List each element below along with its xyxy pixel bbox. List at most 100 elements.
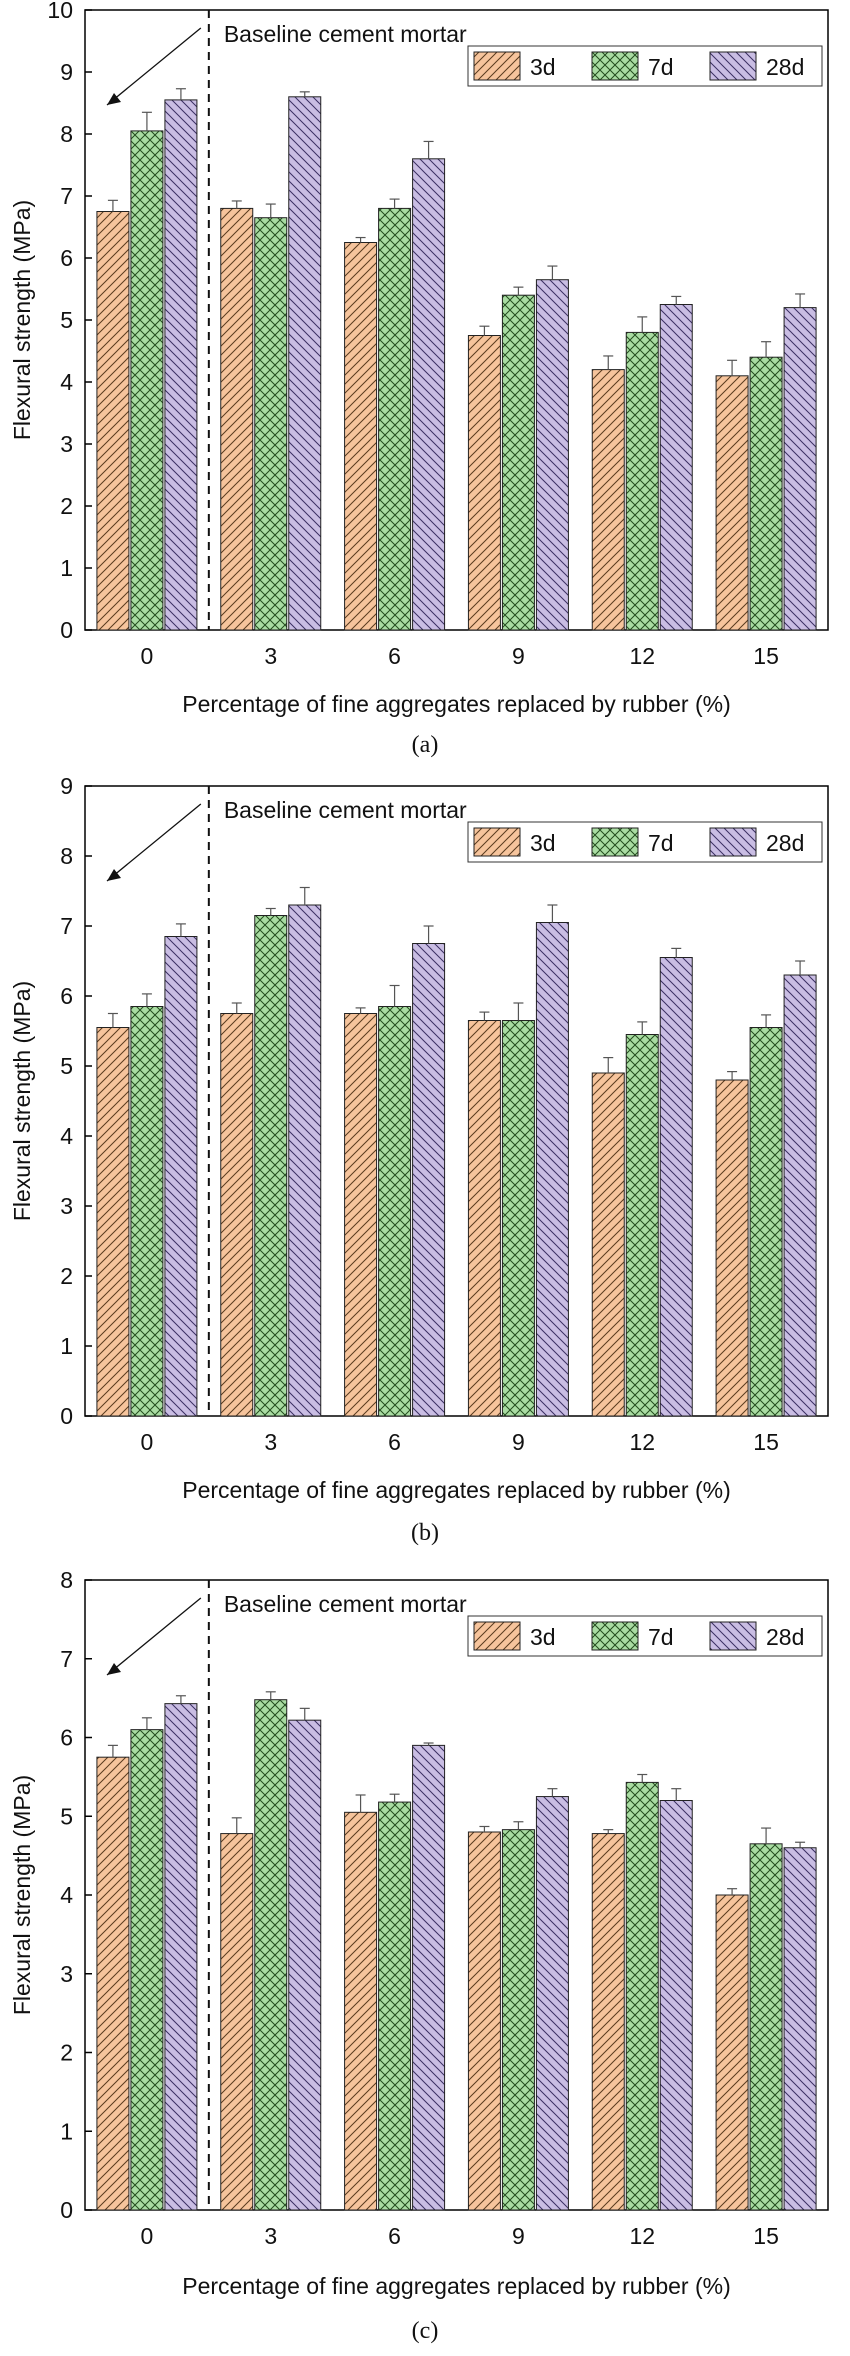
x-tick-label: 15 [753, 2223, 779, 2249]
x-tick-label: 15 [753, 1429, 779, 1455]
bar-28d-0 [164, 99, 198, 631]
y-tick-label: 9 [60, 773, 73, 799]
y-tick-label: 2 [60, 1263, 73, 1289]
bar-7d-3 [254, 1699, 288, 2211]
bar-3d-15 [715, 1079, 749, 1417]
bar-28d-6 [412, 158, 446, 631]
y-tick-label: 3 [60, 431, 73, 457]
annotation-arrow-shaft [106, 27, 202, 106]
bar-3d-0 [96, 211, 130, 631]
y-tick-label: 0 [60, 617, 73, 643]
x-axis-label: Percentage of fine aggregates replaced b… [182, 2273, 731, 2299]
y-tick-label: 2 [60, 2040, 73, 2066]
y-tick-label: 5 [60, 1803, 73, 1829]
legend-box [467, 821, 823, 863]
annotation-arrow-head [107, 93, 121, 105]
annotation-arrow-head [107, 869, 121, 881]
bar-28d-6 [412, 1744, 446, 2211]
x-tick-label: 3 [264, 643, 277, 669]
legend-label-28d: 28d [766, 54, 804, 80]
bar-7d-15 [749, 1843, 783, 2211]
panel-caption: (a) [412, 732, 439, 758]
y-tick-label: 0 [60, 2197, 73, 2223]
y-tick-label: 9 [60, 59, 73, 85]
legend-label-7d: 7d [648, 54, 674, 80]
bar-3d-0 [96, 1756, 130, 2211]
y-tick-label: 8 [60, 121, 73, 147]
bar-3d-9 [467, 335, 501, 631]
y-axis-label: Flexural strength (MPa) [9, 200, 35, 440]
y-tick-label: 1 [60, 1333, 73, 1359]
y-tick-label: 2 [60, 493, 73, 519]
x-tick-label: 15 [753, 643, 779, 669]
legend-box [467, 1615, 823, 1657]
y-tick-label: 7 [60, 1646, 73, 1672]
y-axis-label: Flexural strength (MPa) [9, 981, 35, 1221]
bar-3d-3 [220, 1833, 254, 2211]
bar-3d-3 [220, 207, 254, 631]
bar-28d-15 [783, 974, 817, 1417]
x-tick-label: 3 [264, 1429, 277, 1455]
legend-swatch-28d [709, 827, 757, 857]
panel-caption: (c) [412, 2318, 439, 2344]
bar-7d-12 [625, 331, 659, 631]
annotation-arrow-shaft [106, 803, 202, 882]
annotation-text: Baseline cement mortar [224, 1591, 467, 1617]
y-tick-label: 6 [60, 1725, 73, 1751]
bar-28d-9 [535, 279, 569, 631]
x-axis-label: Percentage of fine aggregates replaced b… [182, 691, 731, 717]
chart-panel-c: 0 1 2 3 4 5 6 7 8 Flexural strength (MPa) 0 3 6 9 12 15… [0, 1550, 850, 2351]
y-tick-label: 4 [60, 1882, 73, 1908]
bar-28d-3 [288, 904, 322, 1417]
x-tick-label: 6 [388, 1429, 401, 1455]
bar-7d-9 [501, 294, 535, 631]
legend-swatch-3d [473, 827, 521, 857]
legend-swatch-7d [591, 827, 639, 857]
bar-7d-0 [130, 1729, 164, 2211]
legend-swatch-3d [473, 1621, 521, 1651]
legend-swatch-7d [591, 51, 639, 81]
bar-28d-15 [783, 1847, 817, 2211]
y-tick-label: 6 [60, 983, 73, 1009]
bar-28d-0 [164, 936, 198, 1417]
bar-7d-9 [501, 1020, 535, 1417]
x-tick-label: 0 [141, 643, 154, 669]
bar-3d-12 [591, 1833, 625, 2211]
y-tick-label: 8 [60, 1567, 73, 1593]
bar-7d-15 [749, 1027, 783, 1417]
bar-3d-6 [344, 1013, 378, 1417]
bar-28d-9 [535, 922, 569, 1417]
x-tick-label: 3 [264, 2223, 277, 2249]
bar-3d-0 [96, 1027, 130, 1417]
y-tick-label: 7 [60, 183, 73, 209]
bar-3d-9 [467, 1831, 501, 2211]
x-tick-label: 0 [141, 1429, 154, 1455]
legend-label-7d: 7d [648, 1624, 674, 1650]
bar-7d-6 [378, 1801, 412, 2211]
legend-swatch-3d [473, 51, 521, 81]
x-tick-label: 6 [388, 2223, 401, 2249]
bar-28d-12 [659, 304, 693, 631]
legend-label-28d: 28d [766, 1624, 804, 1650]
bar-7d-15 [749, 356, 783, 631]
x-tick-label: 9 [512, 2223, 525, 2249]
annotation-text: Baseline cement mortar [224, 797, 467, 823]
y-tick-label: 7 [60, 913, 73, 939]
bar-28d-6 [412, 943, 446, 1417]
bar-7d-12 [625, 1034, 659, 1417]
x-axis-label: Percentage of fine aggregates replaced b… [182, 1477, 731, 1503]
bar-7d-0 [130, 130, 164, 631]
annotation-arrow-head [107, 1663, 121, 1675]
x-tick-label: 12 [629, 643, 655, 669]
y-tick-label: 4 [60, 369, 73, 395]
bar-7d-3 [254, 915, 288, 1417]
legend-swatch-7d [591, 1621, 639, 1651]
y-tick-label: 8 [60, 843, 73, 869]
bar-3d-15 [715, 375, 749, 631]
x-tick-label: 9 [512, 643, 525, 669]
bar-3d-6 [344, 1811, 378, 2211]
legend-swatch-28d [709, 51, 757, 81]
bar-7d-6 [378, 1006, 412, 1417]
